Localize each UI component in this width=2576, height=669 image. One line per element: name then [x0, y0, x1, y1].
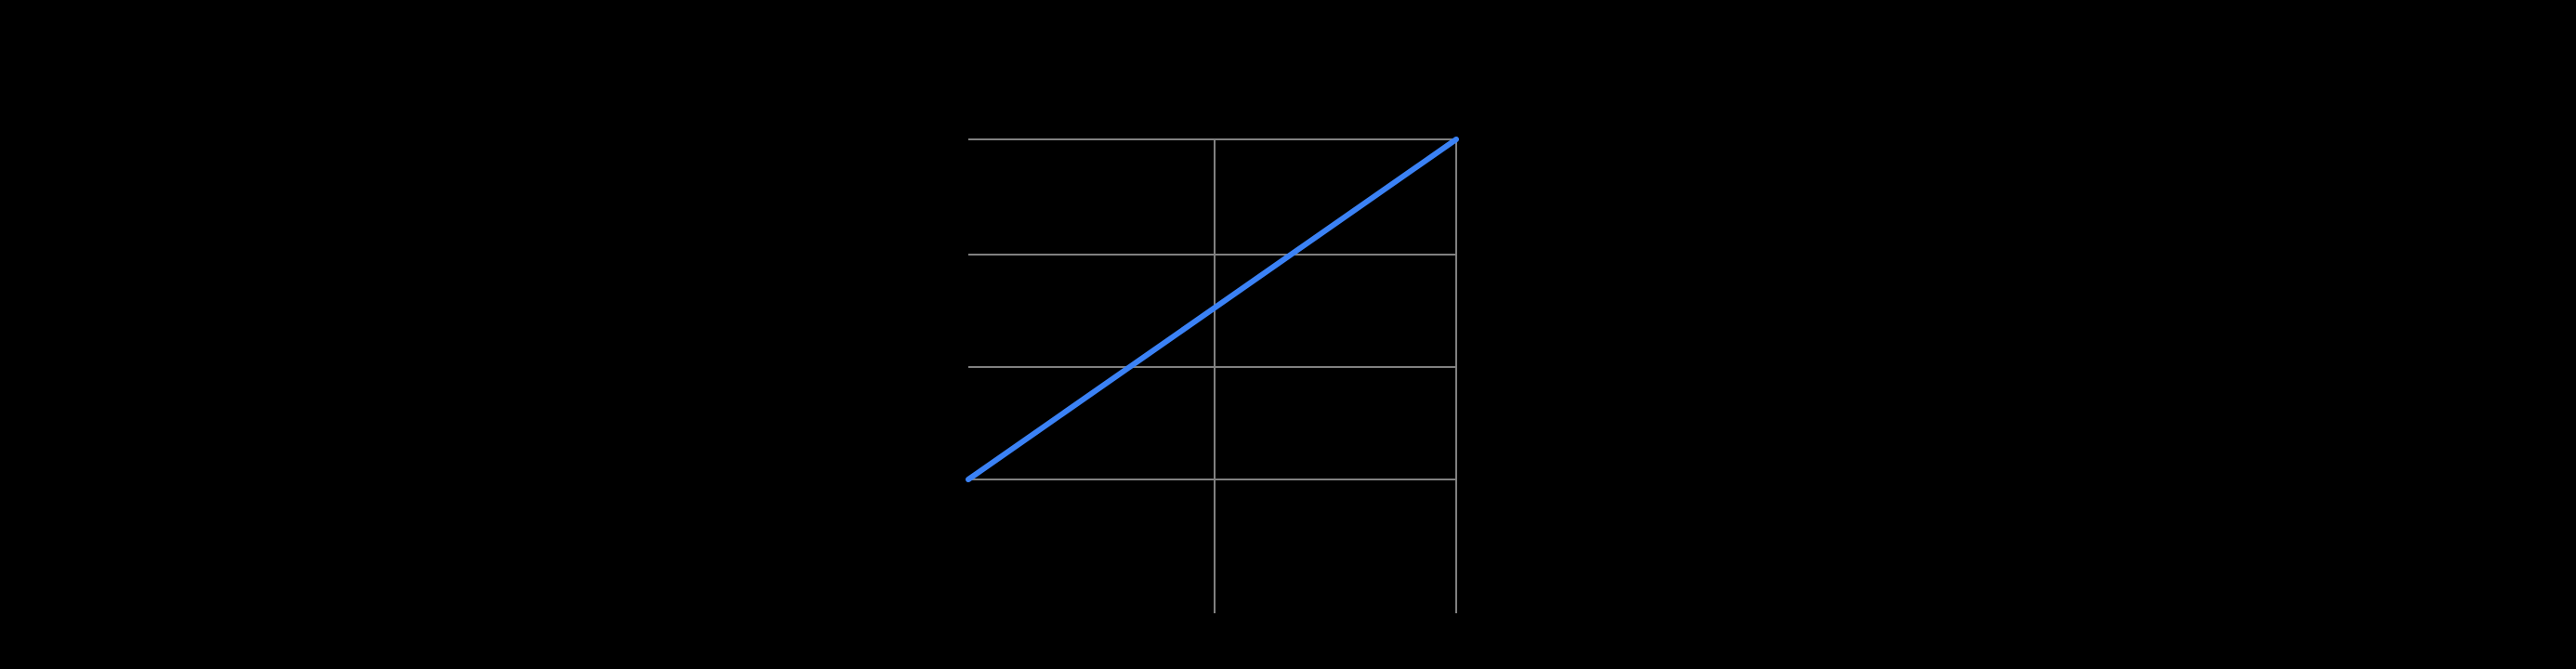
line-chart [0, 0, 2576, 669]
series-line-1 [968, 139, 1456, 479]
chart-canvas [0, 0, 2576, 669]
